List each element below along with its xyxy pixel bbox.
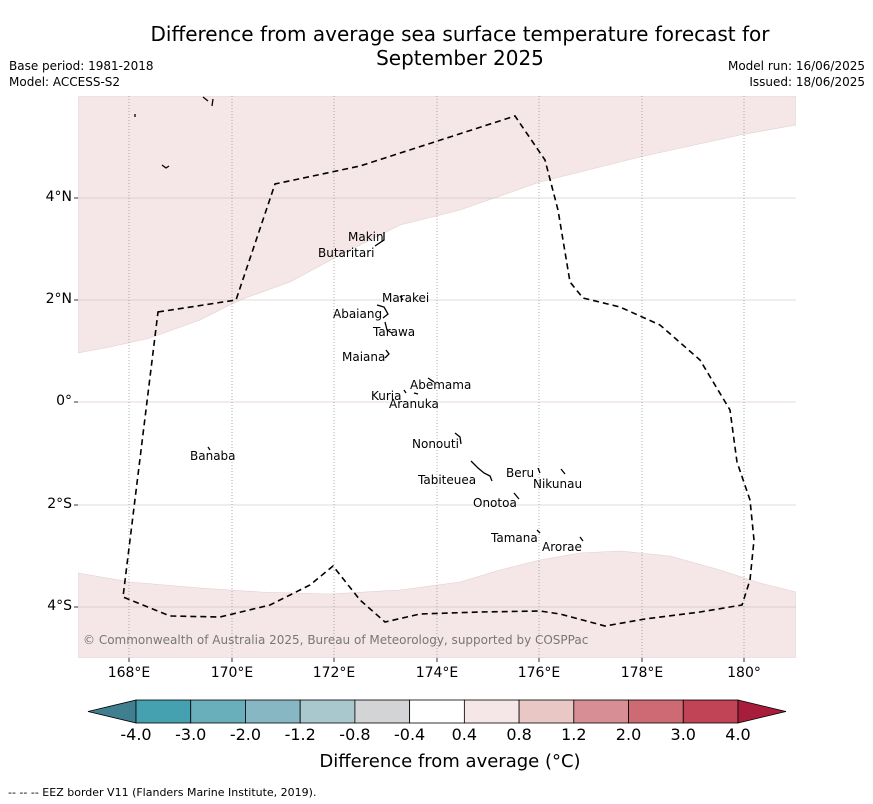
- colorbar-tick-label: 0.8: [506, 725, 532, 744]
- colorbar-tick-label: -3.0: [175, 725, 207, 744]
- colorbar-tick-label: 4.0: [725, 725, 751, 744]
- issued-date: Issued: 18/06/2025: [749, 75, 865, 89]
- lon-label-176e: 176°E: [517, 665, 561, 681]
- metadata-left: Base period: 1981-2018 Model: ACCESS-S2: [9, 58, 154, 90]
- island-label-abaiang: Abaiang: [333, 307, 382, 321]
- colorbar-swatch: [409, 699, 465, 724]
- colorbar: [87, 699, 787, 724]
- island-label-marakei: Marakei: [382, 291, 429, 305]
- colorbar-tick-label: -0.8: [339, 725, 371, 744]
- lat-label-2s: 2°S: [47, 496, 72, 512]
- map-title: Difference from average sea surface temp…: [60, 22, 860, 70]
- colorbar-tick-label: 1.2: [561, 725, 587, 744]
- lon-label-180: 180°: [727, 665, 761, 681]
- colorbar-tick-label: -4.0: [120, 725, 152, 744]
- island-label-onotoa: Onotoa: [473, 496, 517, 510]
- island-outlines: [134, 96, 584, 542]
- island-label-butaritari: Butaritari: [318, 246, 375, 260]
- lon-label-178e: 178°E: [620, 665, 664, 681]
- colorbar-swatch: [354, 699, 411, 724]
- island-label-maiana: Maiana: [342, 350, 385, 364]
- colorbar-tick-label: -1.2: [284, 725, 316, 744]
- island-label-makin: Makin: [348, 230, 384, 244]
- metadata-right: Model run: 16/06/2025 Issued: 18/06/2025: [728, 58, 865, 90]
- lon-label-170e: 170°E: [210, 665, 254, 681]
- model-run: Model run: 16/06/2025: [727, 59, 865, 73]
- island-label-arorae: Arorae: [542, 540, 582, 554]
- island-label-tamana: Tamana: [490, 531, 538, 545]
- colorbar-swatch: [299, 699, 356, 724]
- island-label-abemama: Abemama: [410, 378, 471, 392]
- island-labels: Makin Butaritari Marakei Abaiang Tarawa …: [190, 230, 582, 554]
- colorbar-extend-low: [87, 699, 137, 724]
- colorbar-swatch: [245, 699, 301, 724]
- island-label-kuria: Kuria: [371, 389, 402, 403]
- colorbar-tick-label: -0.4: [394, 725, 426, 744]
- island-label-banaba: Banaba: [190, 449, 236, 463]
- title-line-2: September 2025: [376, 46, 544, 70]
- eez-legend-footer: -- -- -- EEZ border V11 (Flanders Marine…: [8, 786, 317, 799]
- model-name: Model: ACCESS-S2: [9, 75, 121, 89]
- longitude-gridlines: [128, 96, 745, 658]
- colorbar-title: Difference from average (°C): [319, 751, 581, 772]
- colorbar-swatch: [463, 699, 520, 724]
- colorbar-swatch: [135, 699, 192, 724]
- island-label-nikunau: Nikunau: [533, 477, 582, 491]
- lon-label-172e: 172°E: [312, 665, 356, 681]
- island-label-aranuka: Aranuka: [389, 397, 439, 411]
- colorbar-tick-label: 2.0: [615, 725, 642, 744]
- eez-border: [122, 115, 755, 627]
- lat-label-4n: 4°N: [45, 189, 72, 205]
- anomaly-region-north: [78, 96, 796, 354]
- base-period: Base period: 1981-2018: [9, 59, 154, 73]
- colorbar-tick-label: 0.4: [451, 725, 478, 744]
- colorbar-extend-high: [737, 699, 787, 724]
- lat-label-2n: 2°N: [45, 291, 72, 307]
- colorbar-swatch: [682, 699, 739, 724]
- island-label-tabiteuea: Tabiteuea: [417, 473, 476, 487]
- lat-label-4s: 4°S: [47, 598, 72, 614]
- colorbar-tick-label: 3.0: [670, 725, 696, 744]
- colorbar-swatch: [573, 699, 629, 724]
- lon-label-168e: 168°E: [107, 665, 151, 681]
- colorbar-swatch: [190, 699, 246, 724]
- island-label-beru: Beru: [506, 466, 534, 480]
- island-label-tarawa: Tarawa: [372, 325, 415, 339]
- colorbar-tick-label: -2.0: [229, 725, 262, 744]
- colorbar-swatch: [518, 699, 575, 724]
- title-line-1: Difference from average sea surface temp…: [150, 22, 770, 46]
- anomaly-region-south: [78, 550, 796, 658]
- axis-ticks: [74, 197, 745, 662]
- island-label-nonouti: Nonouti: [412, 437, 459, 451]
- colorbar-swatch: [628, 699, 684, 724]
- lat-label-0: 0°: [56, 393, 72, 409]
- copyright-notice: © Commonwealth of Australia 2025, Bureau…: [83, 633, 588, 647]
- map-area: Makin Butaritari Marakei Abaiang Tarawa …: [78, 96, 796, 658]
- lon-label-174e: 174°E: [415, 665, 459, 681]
